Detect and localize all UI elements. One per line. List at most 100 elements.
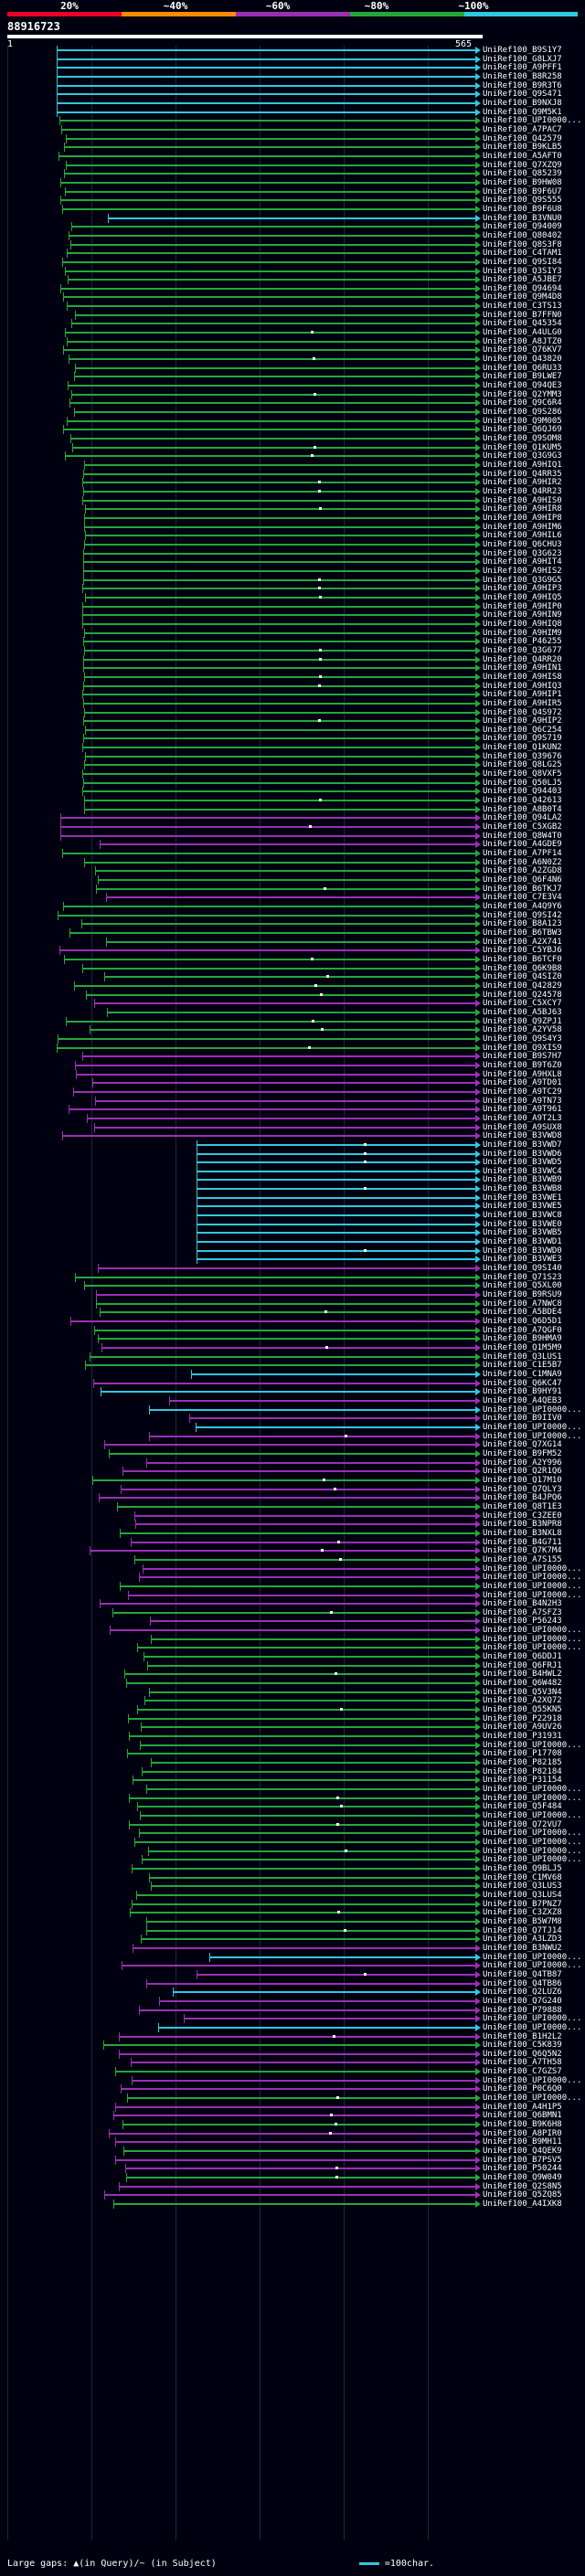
hit-bar[interactable] bbox=[75, 1064, 475, 1066]
hit-label[interactable]: UniRef100_P46255 bbox=[483, 637, 562, 647]
hit-label[interactable]: UniRef100_B9KLB5 bbox=[483, 143, 562, 153]
hit-bar[interactable] bbox=[83, 764, 475, 767]
hit-bar[interactable] bbox=[113, 2203, 475, 2206]
hit-bar[interactable] bbox=[60, 181, 475, 184]
hit-label[interactable]: UniRef100_P22918 bbox=[483, 1713, 562, 1723]
hit-bar[interactable] bbox=[82, 588, 475, 590]
hit-bar[interactable] bbox=[58, 154, 475, 157]
hit-bar[interactable] bbox=[95, 1294, 475, 1297]
hit-bar[interactable] bbox=[133, 1946, 475, 1949]
hit-label[interactable]: UniRef100_P82184 bbox=[483, 1766, 562, 1776]
hit-label[interactable]: UniRef100_UPI0000... bbox=[483, 2094, 582, 2104]
hit-label[interactable]: UniRef100_B3NXL8 bbox=[483, 1528, 562, 1538]
hit-bar[interactable] bbox=[70, 438, 475, 440]
hit-bar[interactable] bbox=[115, 2141, 475, 2144]
hit-label[interactable]: UniRef100_Q85239 bbox=[483, 169, 562, 179]
hit-bar[interactable] bbox=[85, 508, 475, 511]
hit-label[interactable]: UniRef100_B3NPR8 bbox=[483, 1520, 562, 1530]
hit-label[interactable]: UniRef100_P82185 bbox=[483, 1758, 562, 1768]
hit-bar[interactable] bbox=[145, 1461, 475, 1464]
hit-label[interactable]: UniRef100_A9TN73 bbox=[483, 1096, 562, 1106]
hit-label[interactable]: UniRef100_A4ULG0 bbox=[483, 328, 562, 338]
hit-label[interactable]: UniRef100_B9NXJ8 bbox=[483, 98, 562, 108]
hit-bar[interactable] bbox=[84, 464, 475, 467]
hit-label[interactable]: UniRef100_Q50LJ5 bbox=[483, 778, 562, 788]
hit-bar[interactable] bbox=[67, 385, 475, 387]
hit-label[interactable]: UniRef100_G8LXJ7 bbox=[483, 54, 562, 64]
hit-bar[interactable] bbox=[189, 1417, 475, 1420]
hit-label[interactable]: UniRef100_Q2S8N5 bbox=[483, 2181, 562, 2191]
hit-label[interactable]: UniRef100_A9HIR2 bbox=[483, 478, 562, 488]
hit-bar[interactable] bbox=[60, 287, 475, 290]
hit-bar[interactable] bbox=[118, 2185, 475, 2188]
hit-bar[interactable] bbox=[99, 1603, 475, 1606]
hit-label[interactable]: UniRef100_A9SUX8 bbox=[483, 1122, 562, 1132]
hit-label[interactable]: UniRef100_P31154 bbox=[483, 1776, 562, 1786]
hit-bar[interactable] bbox=[116, 1505, 475, 1508]
hit-label[interactable]: UniRef100_Q3SIY3 bbox=[483, 266, 562, 276]
hit-label[interactable]: UniRef100_UPI0000... bbox=[483, 1581, 582, 1591]
hit-label[interactable]: UniRef100_A5AFT0 bbox=[483, 151, 562, 161]
hit-bar[interactable] bbox=[131, 1541, 475, 1543]
hit-label[interactable]: UniRef100_B4HWL2 bbox=[483, 1670, 562, 1680]
hit-bar[interactable] bbox=[84, 631, 475, 634]
hit-label[interactable]: UniRef100_A9HXL8 bbox=[483, 1069, 562, 1079]
hit-bar[interactable] bbox=[135, 1523, 475, 1526]
hit-label[interactable]: UniRef100_Q3G9G5 bbox=[483, 575, 562, 585]
hit-label[interactable]: UniRef100_P79888 bbox=[483, 2005, 562, 2015]
hit-bar[interactable] bbox=[139, 1576, 475, 1579]
hit-bar[interactable] bbox=[82, 790, 475, 793]
hit-bar[interactable] bbox=[69, 402, 475, 405]
hit-label[interactable]: UniRef100_Q9S471 bbox=[483, 90, 562, 100]
hit-bar[interactable] bbox=[197, 1223, 475, 1225]
hit-bar[interactable] bbox=[84, 516, 475, 519]
hit-label[interactable]: UniRef100_Q7G240 bbox=[483, 1996, 562, 2006]
hit-label[interactable]: UniRef100_Q43820 bbox=[483, 355, 562, 365]
hit-bar[interactable] bbox=[197, 1196, 475, 1199]
hit-label[interactable]: UniRef100_B9S7H7 bbox=[483, 1052, 562, 1062]
hit-bar[interactable] bbox=[82, 472, 475, 475]
hit-bar[interactable] bbox=[131, 2079, 475, 2082]
hit-label[interactable]: UniRef100_Q9M4D8 bbox=[483, 292, 562, 302]
hit-label[interactable]: UniRef100_Q5V3N4 bbox=[483, 1687, 562, 1697]
hit-label[interactable]: UniRef100_A9HIP0 bbox=[483, 601, 562, 611]
hit-label[interactable]: UniRef100_UPI0000... bbox=[483, 116, 582, 126]
hit-bar[interactable] bbox=[66, 340, 475, 343]
hit-label[interactable]: UniRef100_Q94694 bbox=[483, 283, 562, 293]
hit-label[interactable]: UniRef100_A9HIN9 bbox=[483, 610, 562, 620]
hit-label[interactable]: UniRef100_UPI0000... bbox=[483, 1634, 582, 1644]
hit-label[interactable]: UniRef100_Q2R1Q6 bbox=[483, 1467, 562, 1477]
hit-label[interactable]: UniRef100_UPI0000... bbox=[483, 2075, 582, 2085]
hit-label[interactable]: UniRef100_A4H1P5 bbox=[483, 2102, 562, 2112]
hit-label[interactable]: UniRef100_A3LZD3 bbox=[483, 1935, 562, 1945]
hit-label[interactable]: UniRef100_Q3LUS3 bbox=[483, 1882, 562, 1892]
hit-bar[interactable] bbox=[197, 1232, 475, 1235]
hit-bar[interactable] bbox=[126, 1682, 475, 1685]
hit-bar[interactable] bbox=[60, 826, 475, 829]
hit-label[interactable]: UniRef100_Q42579 bbox=[483, 133, 562, 143]
hit-bar[interactable] bbox=[130, 1912, 475, 1914]
hit-bar[interactable] bbox=[84, 711, 475, 714]
hit-bar[interactable] bbox=[98, 1338, 475, 1341]
hit-bar[interactable] bbox=[67, 279, 475, 281]
hit-label[interactable]: UniRef100_Q55KN5 bbox=[483, 1705, 562, 1715]
hit-label[interactable]: UniRef100_A9T2L3 bbox=[483, 1113, 562, 1123]
hit-bar[interactable] bbox=[99, 843, 475, 846]
hit-bar[interactable] bbox=[122, 2124, 475, 2126]
hit-bar[interactable] bbox=[83, 525, 475, 528]
hit-label[interactable]: UniRef100_A2Y996 bbox=[483, 1458, 562, 1468]
hit-bar[interactable] bbox=[138, 2009, 475, 2011]
hit-bar[interactable] bbox=[64, 455, 475, 458]
hit-bar[interactable] bbox=[184, 2018, 475, 2020]
hit-bar[interactable] bbox=[148, 1408, 475, 1411]
hit-bar[interactable] bbox=[82, 737, 475, 740]
hit-label[interactable]: UniRef100_A5JBE7 bbox=[483, 275, 562, 285]
hit-label[interactable]: UniRef100_B9F6U7 bbox=[483, 186, 562, 196]
hit-bar[interactable] bbox=[70, 1320, 475, 1323]
hit-label[interactable]: UniRef100_Q2LUZ6 bbox=[483, 1988, 562, 1998]
hit-bar[interactable] bbox=[74, 366, 475, 369]
hit-label[interactable]: UniRef100_C5YBJ6 bbox=[483, 946, 562, 956]
hit-bar[interactable] bbox=[114, 2105, 475, 2108]
hit-label[interactable]: UniRef100_A4QEB3 bbox=[483, 1395, 562, 1405]
hit-bar[interactable] bbox=[58, 949, 475, 952]
